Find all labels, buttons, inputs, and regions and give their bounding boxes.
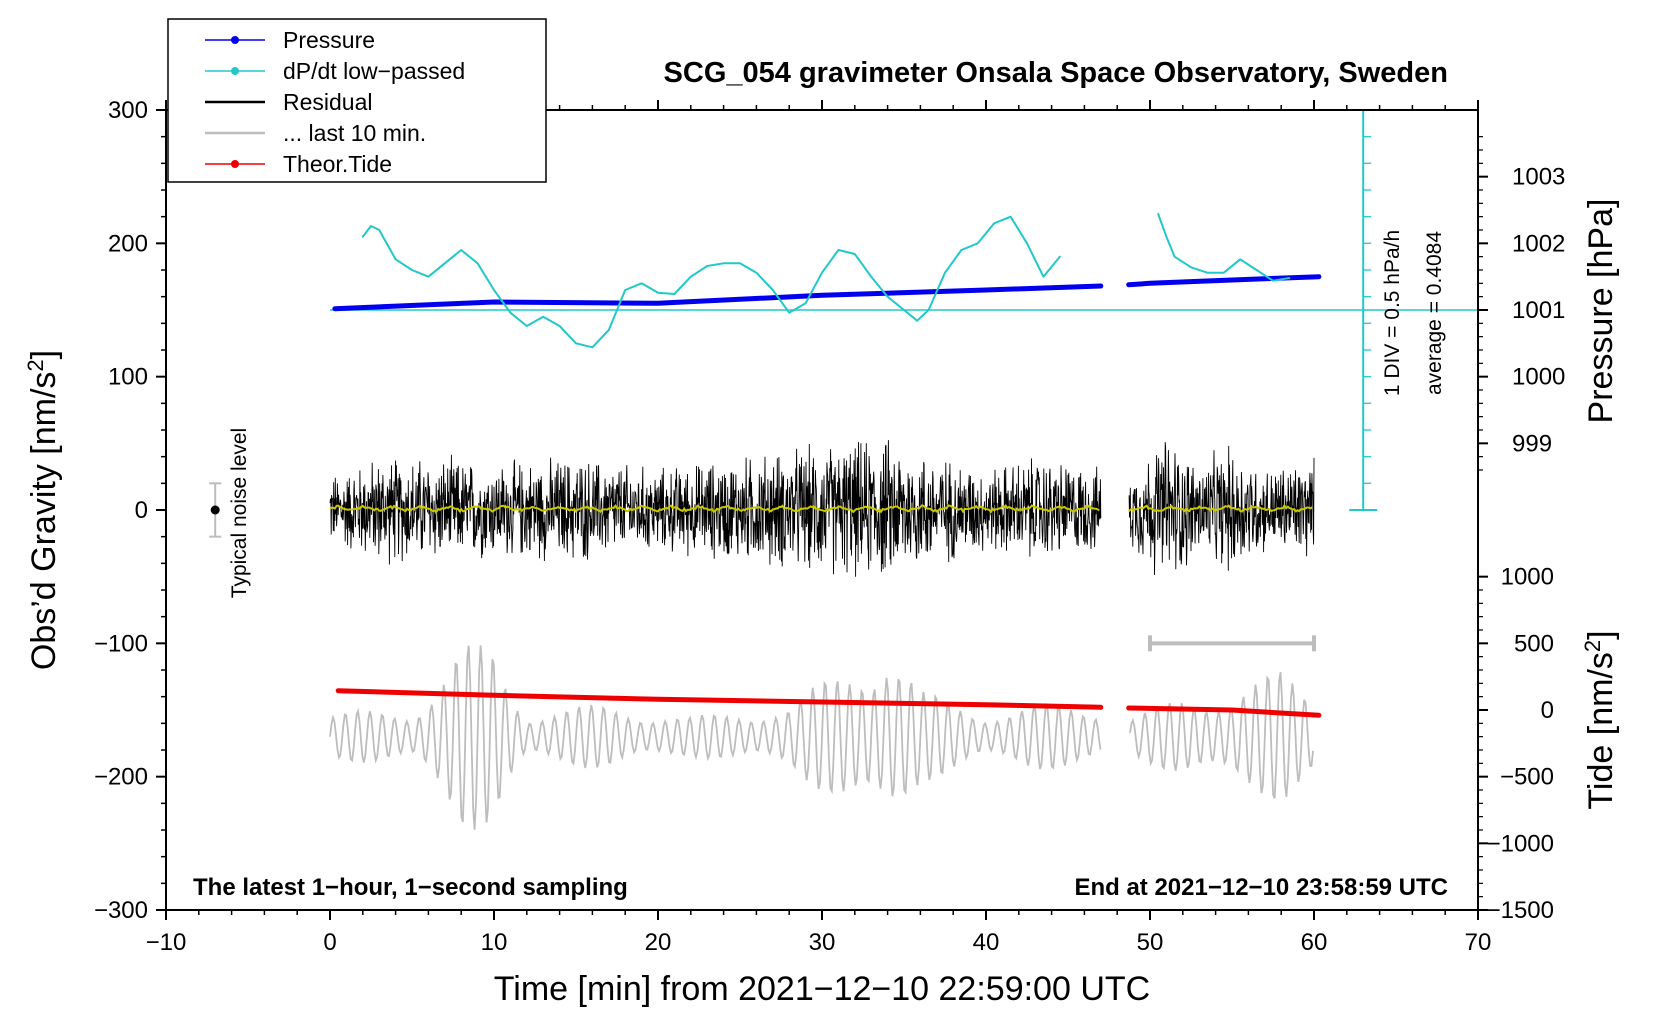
y-tick-label: 300 [108, 97, 148, 124]
series-pressure-segment-2 [1126, 274, 1322, 288]
y-tick-label: −200 [94, 764, 148, 791]
tide-tick-label: −500 [1500, 764, 1554, 791]
y-tick-label: 100 [108, 364, 148, 391]
note-latest-hour: The latest 1−hour, 1−second sampling [193, 874, 628, 901]
pressure-tick-label: 1000 [1512, 364, 1565, 391]
y-tick-label: −100 [94, 630, 148, 657]
series-residual-mean [329, 503, 1314, 514]
noise-level-label: Typical noise level [228, 428, 251, 598]
series-dp-dt-low-passed-segment-2 [1157, 213, 1291, 282]
x-tick-label: 60 [1301, 929, 1328, 956]
series-pressure-segment-1 [332, 283, 1104, 312]
tide-axis-label-end: ] [1582, 630, 1620, 639]
x-tick-label: 10 [481, 929, 508, 956]
pressure-tick-label: 999 [1512, 430, 1552, 457]
tide-tick-label: −1500 [1487, 897, 1554, 924]
x-axis-label: Time [min] from 2021−12−10 22:59:00 UTC [494, 970, 1150, 1008]
plot-area [209, 109, 1478, 830]
pressure-tick-label: 1001 [1512, 297, 1565, 324]
tide-axis-label: Tide [nm/s2] [1580, 630, 1620, 809]
pressure-tick-label: 1002 [1512, 230, 1565, 257]
dpdt-average-label: average = 0.4084 [1423, 231, 1446, 395]
tide-tick-label: 500 [1514, 630, 1554, 657]
legend-label-pressure: Pressure [283, 27, 375, 53]
axes: −10 0 10 20 30 40 50 60 703002001000−100−200−300… [94, 97, 1565, 956]
pressure-tick-label: 1003 [1512, 164, 1565, 191]
tide-tick-label: −1000 [1487, 830, 1554, 857]
y-axis-label-sup: 2 [23, 359, 48, 371]
legend-marker-theor-tide [231, 160, 239, 168]
series-residual [329, 440, 1315, 577]
y-tick-label: 0 [135, 497, 148, 524]
dpdt-scale-label: 1 DIV = 0.5 hPa/h [1381, 230, 1404, 396]
legend-box [167, 18, 547, 183]
x-tick-label: 70 [1465, 929, 1492, 956]
legend-label-dp-dt-low-passed: dP/dt low−passed [283, 58, 465, 84]
y-tick-label: 200 [108, 230, 148, 257]
y-axis-label-end: ] [25, 350, 63, 359]
legend-marker-dp-dt-low-passed [231, 67, 239, 75]
note-end-time: End at 2021−12−10 23:58:59 UTC [1074, 874, 1448, 901]
x-tick-label: 20 [645, 929, 672, 956]
legend-marker-pressure [231, 36, 239, 44]
legend-label-last-10-min: ... last 10 min. [283, 120, 426, 146]
series-dp-dt-low-passed-segment-1 [361, 215, 1061, 349]
y-tick-label: −300 [94, 897, 148, 924]
legend-label-theor-tide: Theor.Tide [283, 151, 392, 177]
tide-axis-label-text: Tide [nm/s [1582, 652, 1620, 809]
tide-tick-label: 0 [1541, 697, 1554, 724]
noise-level-dot [210, 505, 220, 515]
series-theor-tide-segment-1 [335, 688, 1104, 710]
legend-label-residual: Residual [283, 89, 373, 115]
x-tick-label: −10 [146, 929, 187, 956]
x-tick-label: 40 [973, 929, 1000, 956]
series-theor-tide-segment-2 [1126, 705, 1322, 718]
legend: Pressure dP/dt low−passed Residual ... last… [167, 18, 547, 183]
x-tick-label: 30 [809, 929, 836, 956]
y-axis-label-text: Obs’d Gravity [nm/s [25, 372, 63, 671]
x-tick-label: 50 [1137, 929, 1164, 956]
tide-tick-label: 1000 [1501, 564, 1554, 591]
y-axis-label: Obs’d Gravity [nm/s2] [23, 350, 63, 670]
pressure-axis-label: Pressure [hPa] [1582, 199, 1620, 424]
tide-axis-label-sup: 2 [1580, 640, 1605, 652]
x-tick-label: 0 [323, 929, 336, 956]
chart-title: SCG_054 gravimeter Onsala Space Observat… [664, 57, 1448, 89]
